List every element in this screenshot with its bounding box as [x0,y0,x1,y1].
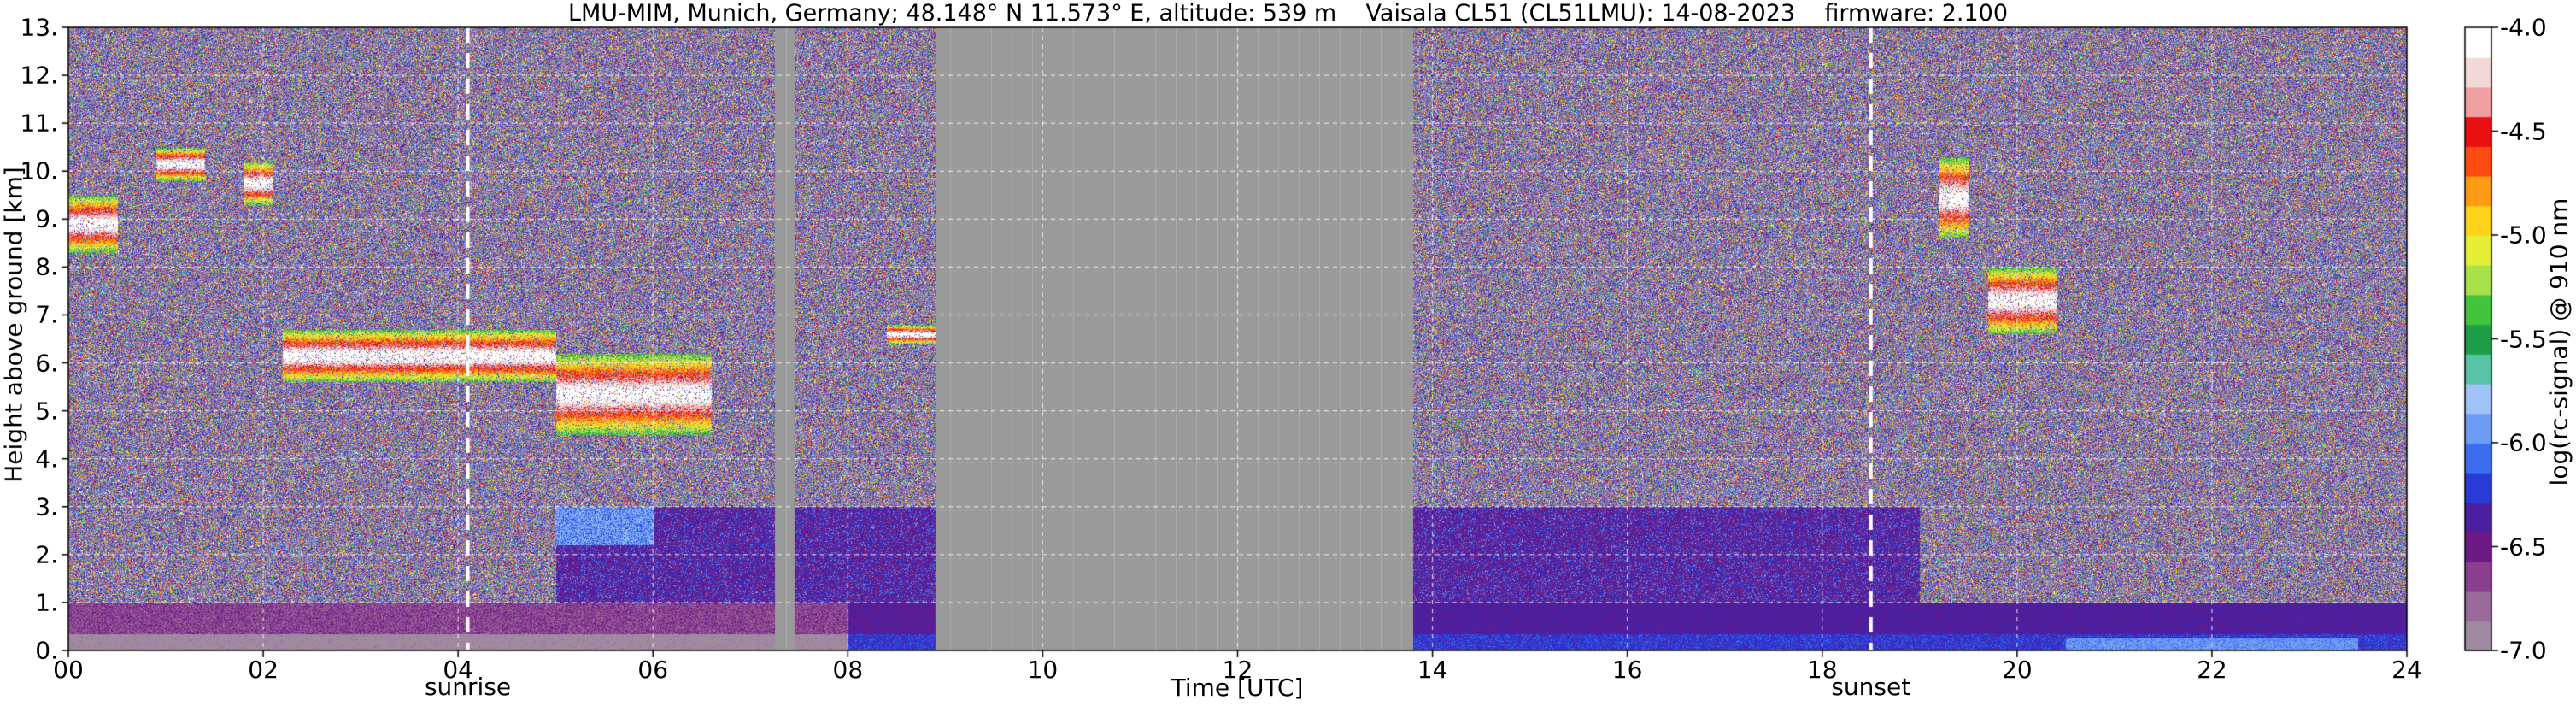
event-label-sunrise: sunrise [424,673,512,701]
y-tick-label: 2. [35,540,58,569]
y-tick-label: 6. [35,349,58,378]
colorbar-tick-label: -5.0 [2500,221,2547,250]
colorbar-tick-label: -6.0 [2500,428,2547,457]
x-tick-label: 24 [2391,656,2422,684]
colorbar-tick-label: -5.5 [2500,325,2547,353]
y-tick-label: 9. [35,204,58,233]
y-tick-label: 12. [20,61,58,90]
colorbar-tick-label: -7.0 [2500,636,2547,665]
x-tick-label: 14 [1417,656,1448,684]
y-tick-label: 5. [35,397,58,426]
colorbar-label: log(rc-signal) @ 910 nm [2544,197,2573,486]
y-tick-label: 7. [35,300,58,329]
x-tick-label: 22 [2197,656,2227,684]
x-tick-label: 08 [832,656,864,684]
x-tick-label: 12 [1222,656,1253,684]
y-tick-label: 4. [35,444,58,474]
x-tick-label: 00 [53,656,84,684]
y-tick-label: 11. [20,109,58,138]
y-tick-label: 0. [35,636,58,665]
y-tick-label: 8. [35,252,58,281]
x-axis-label: Time [UTC] [1171,674,1304,702]
x-tick-label: 02 [248,656,279,684]
y-tick-label: 10. [20,156,58,185]
colorbar-tick-label: -6.5 [2500,532,2547,561]
event-label-sunset: sunset [1831,673,1911,701]
x-tick-label: 06 [637,656,669,684]
y-tick-label: 1. [35,588,58,617]
colorbar-tick-label: -4.0 [2500,13,2547,42]
y-tick-label: 3. [35,492,58,521]
x-tick-label: 10 [1027,656,1059,684]
x-tick-label: 20 [2002,656,2033,684]
x-tick-label: 18 [1806,656,1838,684]
x-tick-label: 16 [1611,656,1643,684]
y-axis-label: Height above ground [km] [0,167,28,483]
x-tick-label: 04 [443,656,473,684]
colorbar-tick-label: -4.5 [2500,117,2547,145]
chart-title: LMU-MIM, Munich, Germany; 48.148° N 11.5… [567,0,2009,26]
y-tick-label: 13. [20,13,58,42]
